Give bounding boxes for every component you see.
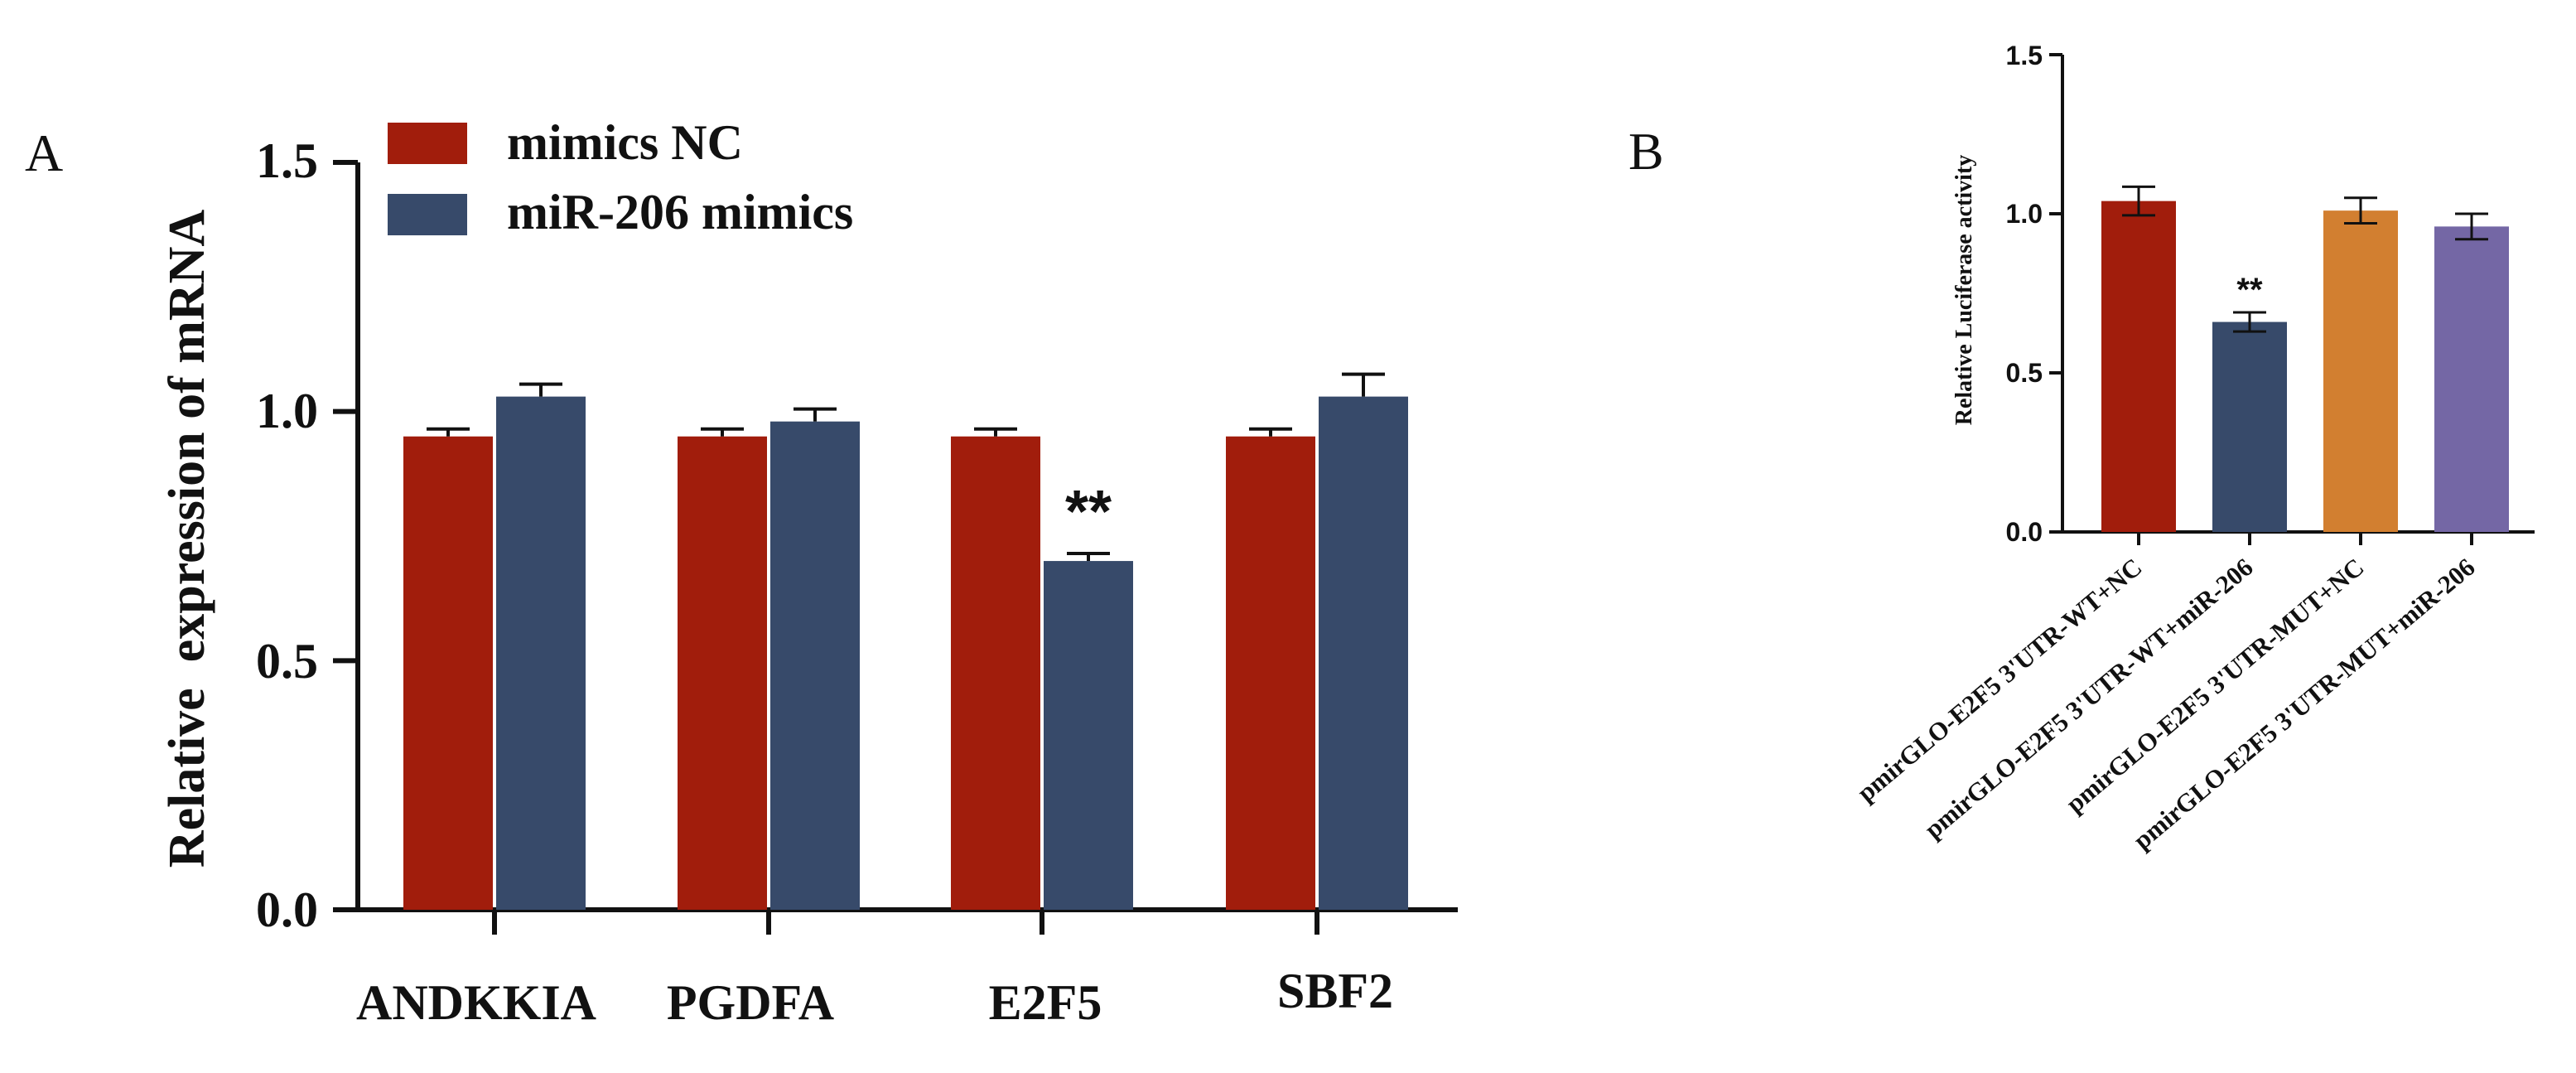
panel-a-y-axis-label: Relative expression of mRNA (159, 210, 215, 868)
panel-b-y-ticks: 0.0 0.5 1.0 1.5 (2006, 41, 2043, 547)
panel-b-y-axis-label: Relative Luciferase activity (1951, 155, 1977, 426)
panel-a-chart: A mimics NC miR-206 mimics Relative expr… (25, 115, 1458, 1030)
bar-wt-nc (2101, 201, 2176, 532)
bar-mir206-mimics-pgdfa (770, 421, 860, 910)
y-tick-label: 1.0 (256, 384, 318, 438)
panel-b-chart: B Relative Luciferase activity 0.0 0.5 1… (1628, 41, 2535, 855)
y-tick-label: 0.0 (2006, 517, 2043, 547)
bar-mimics-nc-e2f5 (951, 436, 1040, 910)
panel-a-y-ticks: 0.0 0.5 1.0 1.5 (256, 133, 318, 937)
legend-label-mimics-nc: mimics NC (507, 115, 743, 170)
bar-mimics-nc-pgdfa (678, 436, 767, 910)
x-tick-label-e2f5: E2F5 (989, 975, 1102, 1030)
x-tick-label-andkkia: ANDKKIA (356, 975, 596, 1030)
y-tick-label: 0.5 (256, 634, 318, 689)
significance-marker: ** (2236, 272, 2263, 308)
legend-swatch-mir206-mimics (388, 194, 467, 235)
panel-a-x-ticks: ANDKKIA PGDFA E2F5 SBF2 (356, 964, 1393, 1030)
panel-a-label: A (25, 123, 63, 182)
bar-wt-mir206 (2212, 321, 2287, 532)
x-tick-label-sbf2: SBF2 (1277, 964, 1393, 1018)
panel-b-x-ticks: pmirGLO-E2F5 3'UTR-WT+NC pmirGLO-E2F5 3'… (1851, 553, 2480, 855)
legend-swatch-mimics-nc (388, 123, 467, 164)
bar-mir206-mimics-e2f5 (1044, 561, 1133, 910)
bar-mimics-nc-andkkia (403, 436, 493, 910)
legend-label-mir206-mimics: miR-206 mimics (507, 185, 853, 239)
panel-a-legend: mimics NC miR-206 mimics (388, 115, 853, 239)
x-tick-label-pgdfa: PGDFA (667, 975, 834, 1030)
y-tick-label: 1.5 (256, 133, 318, 188)
y-tick-label: 0.0 (256, 882, 318, 937)
bar-mut-nc (2323, 210, 2398, 532)
y-tick-label: 1.0 (2006, 199, 2043, 229)
bar-mir206-mimics-sbf2 (1319, 396, 1408, 910)
bar-mimics-nc-sbf2 (1226, 436, 1315, 910)
y-tick-label: 0.5 (2006, 358, 2043, 388)
panel-b-label: B (1628, 122, 1664, 181)
bar-mir206-mimics-andkkia (496, 396, 586, 910)
significance-marker: ** (1065, 479, 1112, 545)
y-tick-label: 1.5 (2006, 41, 2043, 70)
bar-mut-mir206 (2434, 226, 2509, 532)
